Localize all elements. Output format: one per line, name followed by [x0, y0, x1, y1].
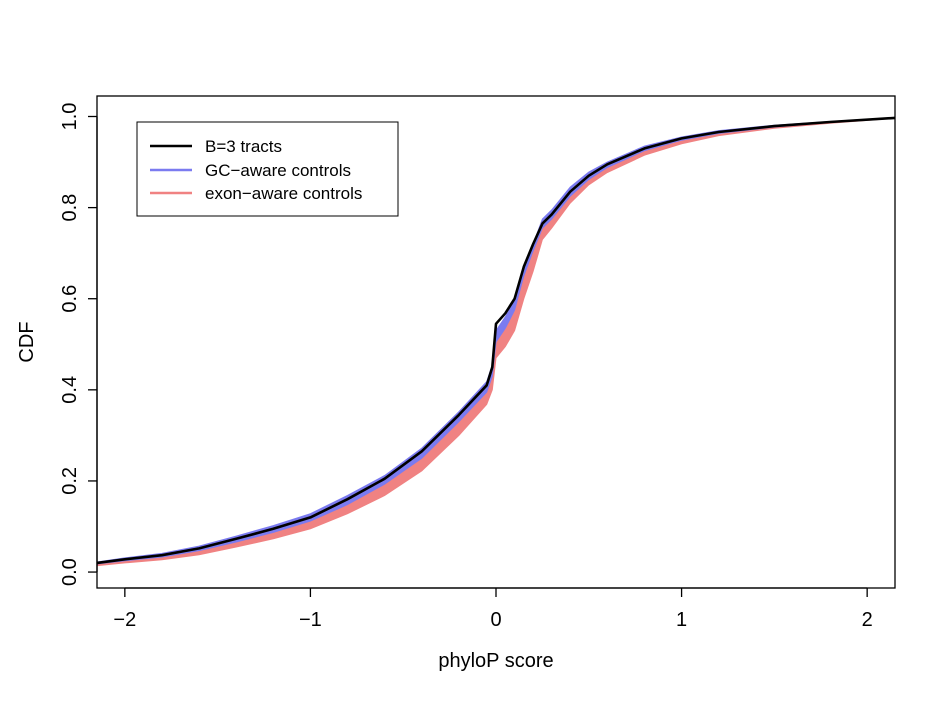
y-axis-label: CDF	[16, 321, 38, 362]
line-b-3-tracts	[96, 116, 896, 565]
legend: B=3 tracts GC−aware controls exon−aware …	[136, 121, 399, 217]
y-tick-label: 0.8	[59, 194, 81, 222]
y-tick-label: 0.0	[59, 558, 81, 586]
y-tick-label: 0.4	[59, 376, 81, 404]
x-tick-label: 0	[490, 609, 501, 631]
x-axis: −2 −1 0 1 2	[113, 587, 873, 631]
x-tick-label: 1	[676, 609, 687, 631]
x-tick-label: 2	[862, 609, 873, 631]
x-tick-label: −2	[113, 609, 136, 631]
y-tick-label: 0.6	[59, 285, 81, 313]
x-axis-label: phyloP score	[438, 650, 553, 672]
y-axis: 0.0 0.2 0.4 0.6 0.8 1.0	[59, 103, 98, 586]
series-lines	[96, 116, 896, 565]
y-tick-label: 0.2	[59, 467, 81, 495]
legend-label-b3-tracts: B=3 tracts	[205, 137, 282, 156]
x-tick-label: −1	[299, 609, 322, 631]
y-tick-label: 1.0	[59, 103, 81, 131]
legend-label-exon-aware: exon−aware controls	[205, 184, 362, 203]
legend-box	[136, 121, 399, 217]
legend-label-gc-aware: GC−aware controls	[205, 161, 351, 180]
